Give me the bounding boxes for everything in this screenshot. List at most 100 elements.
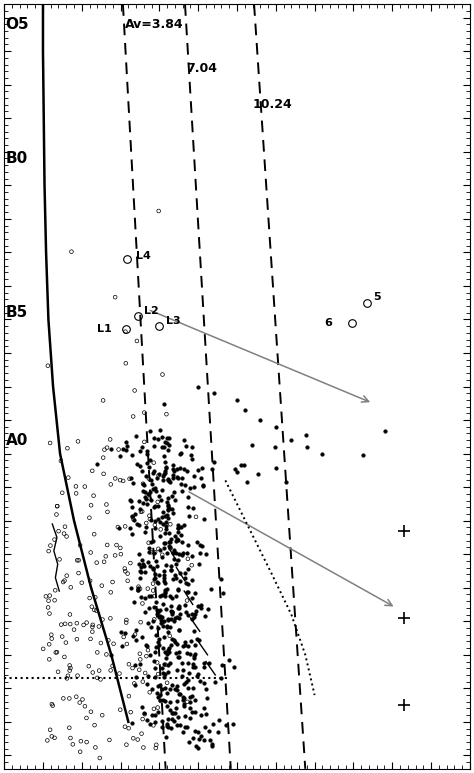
Point (167, 638, 174, 651)
Point (152, 645, 159, 658)
Point (184, 586, 192, 598)
Point (161, 542, 168, 554)
Point (165, 502, 173, 515)
Point (170, 634, 178, 646)
Point (88, 601, 96, 613)
Point (152, 596, 160, 608)
Point (72, 480, 80, 492)
Point (162, 668, 169, 680)
Point (208, 463, 216, 475)
Point (93, 557, 100, 569)
Point (146, 649, 154, 662)
Point (174, 472, 182, 484)
Point (164, 666, 172, 678)
Point (226, 653, 233, 666)
Point (151, 590, 158, 602)
Point (161, 536, 169, 549)
Point (171, 547, 178, 559)
Point (123, 638, 131, 650)
Point (198, 540, 206, 553)
Point (49, 700, 56, 712)
Point (123, 614, 130, 626)
Point (107, 443, 115, 455)
Point (159, 642, 166, 655)
Point (162, 559, 170, 571)
Point (202, 547, 210, 560)
Point (150, 703, 158, 715)
Point (169, 489, 176, 502)
Point (167, 533, 175, 546)
Point (126, 494, 134, 506)
Point (136, 495, 143, 507)
Point (154, 604, 161, 616)
Point (183, 586, 191, 598)
Point (158, 615, 166, 628)
Point (143, 448, 151, 460)
Text: B0: B0 (6, 151, 28, 166)
Point (186, 482, 194, 494)
Point (183, 465, 191, 477)
Point (86, 592, 93, 604)
Point (45, 545, 53, 557)
Point (122, 436, 129, 448)
Point (73, 633, 81, 645)
Point (176, 575, 184, 587)
Point (178, 472, 186, 485)
Point (104, 506, 111, 518)
Point (175, 688, 183, 700)
Point (172, 557, 180, 570)
Point (186, 690, 194, 703)
Point (73, 690, 80, 703)
Point (77, 735, 85, 747)
Point (174, 602, 182, 615)
Point (65, 693, 73, 705)
Point (134, 734, 142, 746)
Point (142, 638, 150, 651)
Point (158, 720, 166, 733)
Point (80, 618, 87, 631)
Point (149, 584, 157, 597)
Point (160, 631, 168, 643)
Point (173, 471, 181, 483)
Point (176, 448, 183, 461)
Point (164, 499, 172, 512)
Point (136, 502, 144, 515)
Point (184, 539, 192, 551)
Point (188, 574, 195, 587)
Point (181, 638, 188, 651)
Point (173, 702, 180, 714)
Point (117, 703, 124, 716)
Point (161, 536, 168, 549)
Point (122, 325, 129, 338)
Point (100, 451, 107, 464)
Point (141, 566, 149, 578)
Point (93, 672, 101, 684)
Point (167, 560, 175, 572)
Point (149, 577, 157, 590)
Point (111, 472, 119, 485)
Point (169, 507, 177, 519)
Point (138, 553, 146, 566)
Point (189, 682, 196, 694)
Point (93, 458, 101, 471)
Point (248, 439, 256, 451)
Point (169, 573, 177, 585)
Point (97, 673, 104, 686)
Point (160, 658, 167, 670)
Point (53, 509, 60, 521)
Point (75, 567, 82, 579)
Point (166, 540, 173, 553)
Point (153, 560, 161, 572)
Point (170, 615, 178, 627)
Point (162, 461, 169, 474)
Point (144, 644, 152, 656)
Point (163, 676, 171, 689)
Point (125, 722, 133, 734)
Point (83, 736, 91, 748)
Text: L1: L1 (97, 325, 111, 335)
Point (183, 594, 191, 607)
Point (42, 591, 50, 603)
Point (100, 444, 108, 456)
Point (240, 458, 248, 471)
Point (171, 715, 178, 727)
